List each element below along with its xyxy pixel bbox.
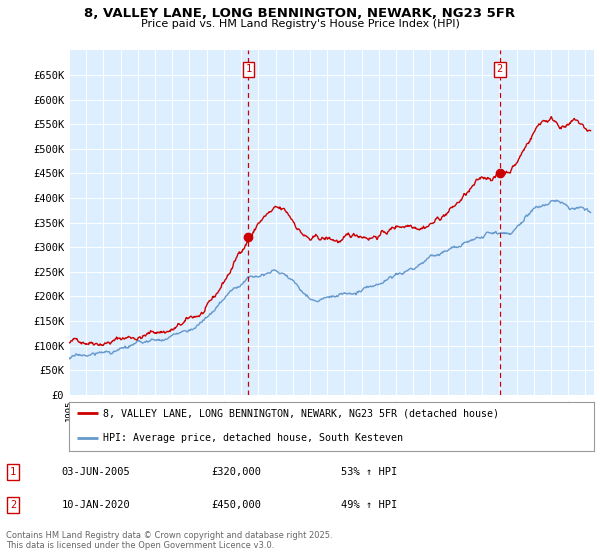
Text: 10-JAN-2020: 10-JAN-2020 [62,500,131,510]
Text: 2: 2 [497,64,503,74]
Text: 1: 1 [10,467,16,477]
Text: £450,000: £450,000 [212,500,262,510]
Text: Price paid vs. HM Land Registry's House Price Index (HPI): Price paid vs. HM Land Registry's House … [140,19,460,29]
Text: Contains HM Land Registry data © Crown copyright and database right 2025.
This d: Contains HM Land Registry data © Crown c… [6,531,332,550]
Text: 8, VALLEY LANE, LONG BENNINGTON, NEWARK, NG23 5FR: 8, VALLEY LANE, LONG BENNINGTON, NEWARK,… [85,7,515,20]
Text: 8, VALLEY LANE, LONG BENNINGTON, NEWARK, NG23 5FR (detached house): 8, VALLEY LANE, LONG BENNINGTON, NEWARK,… [103,408,499,418]
Text: 53% ↑ HPI: 53% ↑ HPI [341,467,397,477]
Text: 03-JUN-2005: 03-JUN-2005 [62,467,131,477]
Text: HPI: Average price, detached house, South Kesteven: HPI: Average price, detached house, Sout… [103,433,403,443]
Text: £320,000: £320,000 [212,467,262,477]
Text: 1: 1 [245,64,251,74]
Text: 49% ↑ HPI: 49% ↑ HPI [341,500,397,510]
Text: 2: 2 [10,500,16,510]
